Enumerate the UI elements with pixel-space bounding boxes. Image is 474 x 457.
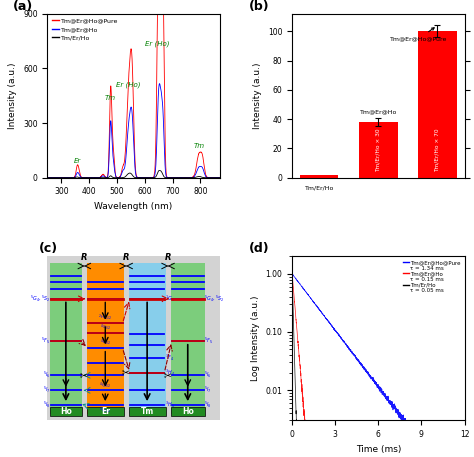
Text: $^5I_7$: $^5I_7$ — [43, 385, 50, 395]
Y-axis label: Intensity (a.u.): Intensity (a.u.) — [9, 63, 18, 129]
Y-axis label: Log Intensity (a.u.): Log Intensity (a.u.) — [251, 296, 260, 381]
Bar — [171, 263, 205, 414]
Text: $^4I_{13/2}$: $^4I_{13/2}$ — [100, 380, 111, 390]
Text: Tm@Er@Ho: Tm@Er@Ho — [360, 110, 397, 115]
Bar — [300, 175, 338, 178]
Bar — [50, 263, 82, 414]
Text: $^3F_4$: $^3F_4$ — [165, 352, 174, 363]
Text: Tm@Er@Ho@Pure: Tm@Er@Ho@Pure — [390, 28, 447, 41]
Text: ✂: ✂ — [121, 367, 130, 377]
Text: ✂: ✂ — [80, 370, 88, 380]
Text: (a): (a) — [13, 0, 33, 13]
Text: Ho: Ho — [182, 407, 194, 416]
Text: $^5G_4,^5S_2$: $^5G_4,^5S_2$ — [30, 294, 50, 304]
Text: (b): (b) — [249, 0, 270, 13]
Text: Er: Er — [74, 158, 81, 164]
Text: $^5I_8$: $^5I_8$ — [43, 399, 50, 410]
Text: Tm/Er/Ho × 70: Tm/Er/Ho × 70 — [435, 128, 440, 172]
Text: R: R — [81, 253, 88, 262]
Text: $^2H_{11/2}$: $^2H_{11/2}$ — [98, 312, 112, 322]
Text: Tm: Tm — [105, 95, 116, 101]
Text: Er (Ho): Er (Ho) — [116, 82, 140, 88]
Text: Tm: Tm — [194, 143, 205, 149]
Text: $^3H_4$: $^3H_4$ — [165, 367, 175, 377]
Text: $^5G_4,^5S_2$: $^5G_4,^5S_2$ — [204, 294, 225, 304]
Text: Tm: Tm — [140, 407, 154, 416]
Bar — [418, 31, 456, 178]
Bar — [87, 408, 124, 416]
Text: ✂: ✂ — [164, 370, 172, 380]
Text: $^3H_6$: $^3H_6$ — [165, 399, 175, 410]
Text: $^5F_5$: $^5F_5$ — [41, 336, 50, 346]
Y-axis label: Intensity (a.u.): Intensity (a.u.) — [254, 63, 263, 129]
Legend: Tm@Er@Ho@Pure, τ = 1.34 ms, Tm@Er@Ho, τ = 0.15 ms, Tm/Er/Ho, τ = 0.05 ms: Tm@Er@Ho@Pure, τ = 1.34 ms, Tm@Er@Ho, τ … — [402, 259, 462, 294]
Bar — [171, 408, 205, 416]
Text: Ho: Ho — [60, 407, 72, 416]
Bar — [50, 408, 82, 416]
Text: R: R — [165, 253, 171, 262]
Text: $^4S_{3/2}$: $^4S_{3/2}$ — [100, 322, 111, 332]
Bar — [359, 122, 398, 178]
Text: $^1G_4$: $^1G_4$ — [165, 294, 175, 304]
Legend: Tm@Er@Ho@Pure, Tm@Er@Ho, Tm/Er/Ho: Tm@Er@Ho@Pure, Tm@Er@Ho, Tm/Er/Ho — [51, 17, 120, 42]
Text: Er: Er — [101, 407, 110, 416]
Text: Tm/Er/Ho × 30: Tm/Er/Ho × 30 — [376, 128, 381, 172]
X-axis label: Wavelength (nm): Wavelength (nm) — [94, 202, 173, 211]
Text: $^5I_6$: $^5I_6$ — [204, 370, 212, 380]
Text: (c): (c) — [39, 241, 58, 255]
Bar — [128, 263, 165, 414]
Text: $^5I_8$: $^5I_8$ — [204, 399, 212, 410]
Text: R: R — [123, 253, 129, 262]
Text: $^5I_6$: $^5I_6$ — [43, 370, 50, 380]
Text: Er (Ho): Er (Ho) — [145, 40, 170, 47]
Text: $^5I_7$: $^5I_7$ — [204, 385, 212, 395]
Text: $^5F_5$: $^5F_5$ — [204, 336, 213, 346]
Text: (d): (d) — [249, 241, 270, 255]
Bar — [128, 408, 165, 416]
Text: Tm/Er/Ho: Tm/Er/Ho — [304, 185, 334, 190]
Bar — [87, 263, 124, 414]
X-axis label: Time (ms): Time (ms) — [356, 445, 401, 454]
Text: $^4I_{15/2}$: $^4I_{15/2}$ — [100, 405, 111, 415]
Text: $^4F_{9/2}$: $^4F_{9/2}$ — [100, 337, 111, 347]
